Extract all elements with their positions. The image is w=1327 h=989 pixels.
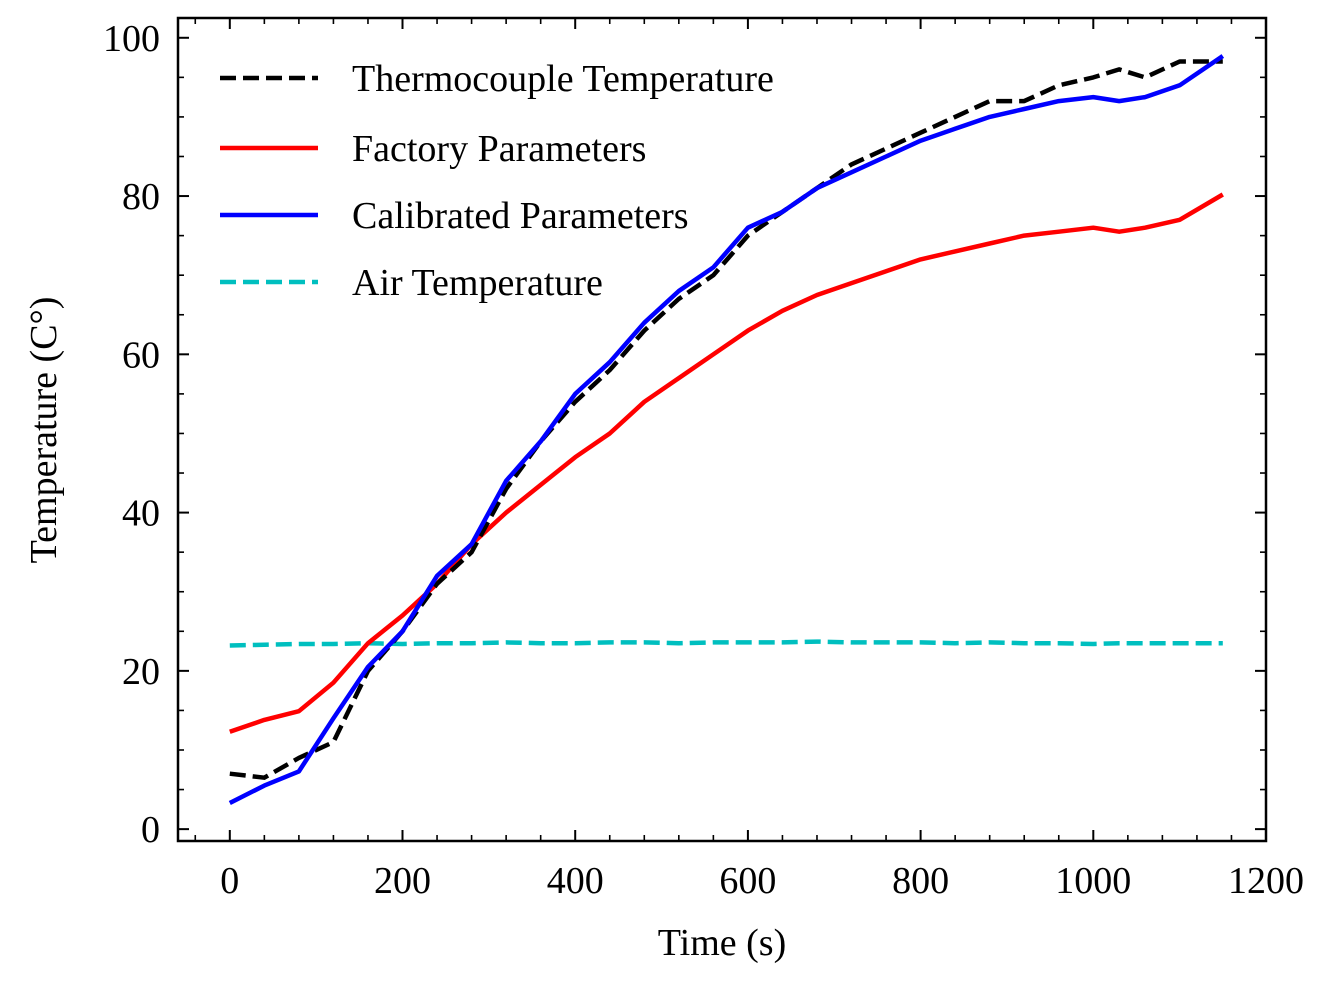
y-tick-label: 20 bbox=[122, 651, 160, 693]
series-line-factory-parameters bbox=[229, 192, 1224, 734]
y-tick-label: 80 bbox=[122, 176, 160, 218]
x-tick-label: 200 bbox=[374, 860, 431, 902]
legend-label-factory-parameters: Factory Parameters bbox=[352, 128, 646, 170]
y-tick-label: 40 bbox=[122, 493, 160, 535]
x-tick-label: 400 bbox=[547, 860, 604, 902]
legend-label-air-temperature: Air Temperature bbox=[352, 262, 603, 304]
x-tick-label: 800 bbox=[892, 860, 949, 902]
y-tick-label: 100 bbox=[103, 18, 160, 60]
legend: Thermocouple Temperature Factory Paramete… bbox=[220, 58, 774, 304]
x-axis-label: Time (s) bbox=[658, 922, 786, 964]
legend-label-calibrated-parameters: Calibrated Parameters bbox=[352, 195, 689, 237]
x-tick-label: 0 bbox=[220, 860, 239, 902]
y-axis-label: Temperature (C°) bbox=[23, 297, 65, 564]
legend-label-thermocouple-temperature: Thermocouple Temperature bbox=[352, 58, 774, 100]
plot-lines bbox=[228, 54, 1225, 806]
x-tick-label: 600 bbox=[719, 860, 776, 902]
tick-labels: 0 200 400 600 800 1000 1200 0 20 40 60 80 100 bbox=[103, 18, 1304, 902]
x-tick-label: 1200 bbox=[1228, 860, 1304, 902]
x-tick-label: 1000 bbox=[1055, 860, 1131, 902]
series-line-calibrated-parameters bbox=[228, 54, 1225, 806]
plot-frame bbox=[176, 16, 1268, 843]
y-tick-label: 0 bbox=[141, 809, 160, 851]
series-line-air-temperature bbox=[229, 639, 1223, 648]
y-tick-label: 60 bbox=[122, 334, 160, 376]
